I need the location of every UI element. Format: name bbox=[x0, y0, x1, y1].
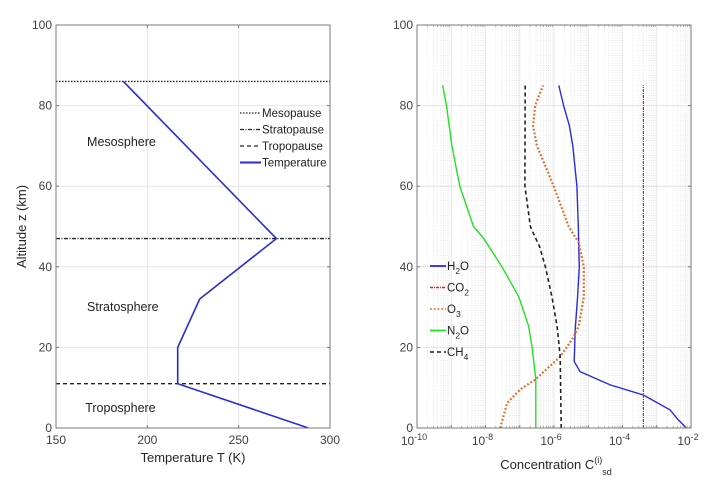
region-label-mesosphere: Mesosphere bbox=[87, 135, 156, 149]
right-x-tick-exponent: -10 bbox=[414, 432, 427, 442]
legend-label-subscript: 2 bbox=[464, 288, 469, 298]
legend-label-subscript: 2 bbox=[455, 331, 460, 341]
left-boundary-lines bbox=[56, 80, 330, 385]
right-x-tick-exponent: -8 bbox=[485, 432, 493, 442]
h2o-line bbox=[558, 85, 687, 429]
legend-label-n2o: N2O bbox=[447, 326, 469, 341]
left-x-tick-label: 250 bbox=[229, 433, 249, 447]
legend-label-mesopause: Mesopause bbox=[262, 108, 321, 120]
right-y-tick-label: 80 bbox=[400, 99, 414, 113]
ch4-line bbox=[524, 85, 562, 429]
right-x-axis-label-main: Concentration C bbox=[500, 457, 594, 472]
legend-label-h2o: H2O bbox=[447, 261, 469, 276]
legend-label-subscript: 4 bbox=[464, 352, 469, 362]
left-y-tick-label: 0 bbox=[45, 421, 52, 435]
right-x-axis-label: Concentration C(i)sd bbox=[500, 455, 611, 477]
left-series bbox=[122, 80, 309, 429]
left-axes-box bbox=[55, 24, 331, 429]
legend-label-subscript: 3 bbox=[456, 309, 461, 319]
legend-label-tail: O bbox=[460, 326, 469, 338]
right-y-tick-label: 0 bbox=[406, 421, 413, 435]
right-x-tick-exponent: -4 bbox=[622, 432, 630, 442]
legend-label-ch4: CH4 bbox=[447, 347, 469, 362]
left-y-tick-label: 20 bbox=[39, 340, 53, 354]
temperature-profile-chart: 150 200 250 300 0 20 40 60 80 100 Mesosphere Strat… bbox=[14, 18, 340, 465]
left-y-axis-label: Altitude z (km) bbox=[14, 185, 29, 268]
legend-label-subscript: 2 bbox=[455, 266, 460, 276]
right-y-tick-label: 20 bbox=[400, 340, 414, 354]
legend-label-co2: CO2 bbox=[447, 283, 469, 298]
left-y-tick-label: 40 bbox=[39, 260, 53, 274]
left-y-tick-label: 80 bbox=[39, 99, 53, 113]
left-ticks: 150 200 250 300 0 20 40 60 80 100 bbox=[32, 18, 340, 447]
legend-label-temperature: Temperature bbox=[262, 158, 327, 170]
region-label-troposphere: Troposphere bbox=[85, 401, 155, 415]
left-x-tick-label: 300 bbox=[320, 433, 340, 447]
left-y-tick-label: 100 bbox=[32, 18, 52, 32]
left-region-labels: Mesosphere Stratosphere Troposphere bbox=[85, 135, 158, 415]
right-x-axis-label-superscript: (i) bbox=[594, 455, 602, 465]
left-x-axis-label: Temperature T (K) bbox=[140, 450, 245, 465]
left-x-tick-label: 150 bbox=[46, 433, 66, 447]
legend-label-tail: O bbox=[460, 261, 469, 273]
right-y-tick-label: 60 bbox=[400, 179, 414, 193]
region-label-stratosphere: Stratosphere bbox=[87, 300, 159, 314]
right-x-tick-exponent: -6 bbox=[554, 432, 562, 442]
right-series bbox=[442, 85, 687, 429]
legend-label-stratopause: Stratopause bbox=[262, 125, 324, 137]
left-gridlines bbox=[56, 25, 330, 428]
right-y-tick-label: 40 bbox=[400, 260, 414, 274]
right-y-tick-label: 100 bbox=[393, 18, 413, 32]
left-y-tick-label: 60 bbox=[39, 179, 53, 193]
left-x-tick-label: 200 bbox=[137, 433, 157, 447]
right-x-axis-label-subscript: sd bbox=[602, 467, 612, 477]
legend-label-tropopause: Tropopause bbox=[262, 141, 323, 153]
n2o-line bbox=[442, 85, 537, 428]
temperature-line bbox=[122, 80, 309, 429]
left-legend: Mesopause Stratopause Tropopause Temperatur… bbox=[240, 108, 327, 170]
right-x-tick-exponent: -2 bbox=[691, 432, 699, 442]
